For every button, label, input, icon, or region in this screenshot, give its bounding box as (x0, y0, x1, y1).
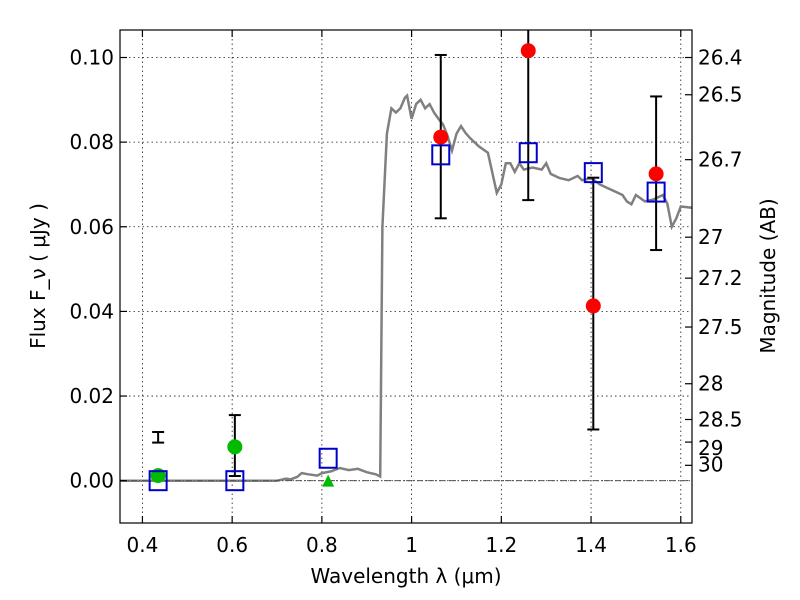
data-point-square (148, 470, 168, 492)
plot-frame (119, 29, 693, 524)
data-point-circle (585, 298, 601, 314)
mag-tick-label: 29 (698, 436, 723, 460)
data-point-circle (433, 129, 449, 145)
mag-tick-label: 26.5 (698, 83, 743, 107)
data-point-square (318, 447, 338, 469)
mag-tick-label: 27.2 (698, 266, 743, 290)
x-tick-label: 1 (405, 533, 418, 557)
grid (120, 30, 692, 523)
data-point-square (518, 142, 538, 164)
mag-tick-label: 27.5 (698, 315, 743, 339)
data-markers (148, 43, 666, 492)
x-tick-label: 0.6 (216, 533, 248, 557)
y-tick-label: 0.00 (69, 469, 114, 493)
data-point-square (646, 181, 666, 203)
data-point-circle (520, 43, 536, 59)
x-axis-label: Wavelength λ (μm) (310, 564, 501, 588)
x-tick-label: 1.6 (665, 533, 697, 557)
x-tick-label: 0.4 (127, 533, 159, 557)
data-point-triangle (322, 474, 335, 487)
mag-tick-label: 30 (698, 452, 723, 476)
y-tick-label: 0.06 (69, 215, 114, 239)
y-axis-label: Flux F_ν ( μJy ) (26, 203, 50, 349)
x-tick-label: 1.2 (485, 533, 517, 557)
y-tick-label: 0.02 (69, 384, 114, 408)
x-tick-label: 0.8 (306, 533, 338, 557)
data-point-square (583, 162, 603, 184)
data-point-square (225, 470, 245, 492)
model-spectrum-line (120, 93, 693, 482)
mag-tick-label: 26.4 (698, 46, 743, 70)
data-point-circle (227, 439, 243, 455)
mag-tick-label: 28.5 (698, 408, 743, 432)
data-point-square (431, 144, 451, 166)
y-tick-label: 0.10 (69, 46, 114, 70)
x-tick-label: 1.4 (575, 533, 607, 557)
data-point-circle (648, 166, 664, 182)
mag-tick-label: 27 (698, 225, 723, 249)
y-tick-label: 0.04 (69, 299, 114, 323)
y-tick-label: 0.08 (69, 130, 114, 154)
y2-axis-label: Magnitude (AB) (756, 198, 780, 353)
mag-tick-label: 28 (698, 372, 723, 396)
mag-tick-label: 26.7 (698, 148, 743, 172)
model-spectrum (120, 93, 693, 482)
axis-ticks: 0.4 0.6 0.8 1 1.2 1.4 1.6 0.00 0.02 0.04 0.06 0.08 0… (69, 30, 743, 557)
